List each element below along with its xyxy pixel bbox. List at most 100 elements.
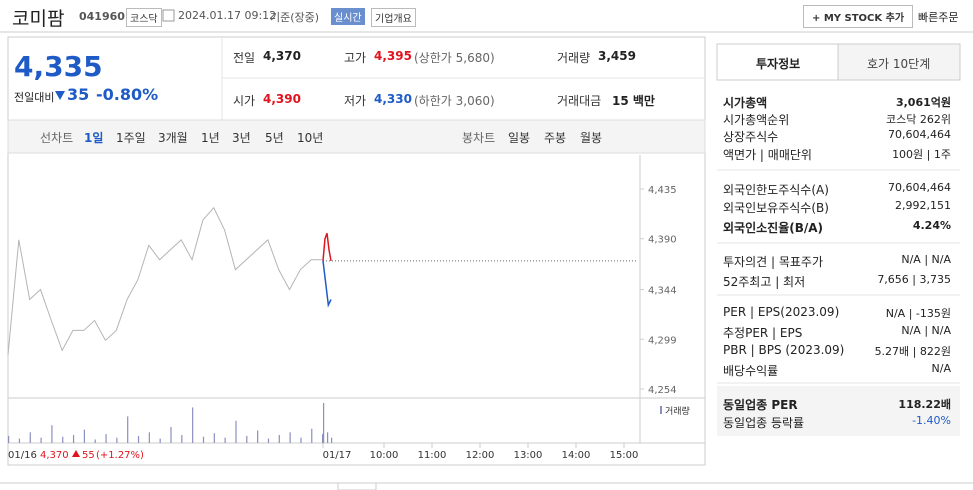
info-row: 배당수익률 N/A bbox=[723, 362, 951, 379]
price-line bbox=[322, 260, 332, 308]
info-value: 코스닥 262위 bbox=[886, 113, 951, 126]
candle-tab[interactable]: 월봉 bbox=[580, 131, 603, 145]
info-label: 배당수익률 bbox=[723, 364, 779, 378]
volume-bar bbox=[267, 438, 270, 443]
info-row: 투자의견 | 목표주가 N/A | N/A bbox=[723, 253, 951, 270]
x-tick-label: 15:00 bbox=[610, 450, 639, 461]
x-tick-label: 01/17 bbox=[323, 450, 352, 461]
up-arrow bbox=[72, 450, 80, 457]
info-row: 시가총액순위 코스닥 262위 bbox=[723, 111, 951, 128]
stat-value: 4,390 bbox=[263, 92, 301, 106]
company-button[interactable]: 기업개요 bbox=[371, 8, 416, 27]
tab-bar bbox=[7, 119, 706, 154]
mystock-button[interactable]: + MY STOCK 추가 bbox=[803, 5, 914, 28]
volume-bar bbox=[278, 435, 280, 443]
tab-label: 봉차트 bbox=[462, 131, 496, 145]
y-tick-label: 4,390 bbox=[648, 235, 677, 246]
candle-tab[interactable]: 주봉 bbox=[544, 131, 567, 145]
volume-bar bbox=[311, 428, 313, 443]
period-tab[interactable]: 5년 bbox=[265, 131, 284, 145]
stat-value: 4,370 bbox=[263, 49, 301, 63]
info-label: 시가총액 bbox=[723, 96, 768, 110]
volume-bar bbox=[257, 430, 259, 443]
volume-bar bbox=[202, 436, 205, 443]
info-label: 투자의견 | 목표주가 bbox=[723, 255, 823, 269]
info-value: N/A bbox=[931, 362, 951, 375]
info-label: 액면가 | 매매단위 bbox=[723, 148, 812, 162]
main-frame bbox=[7, 36, 706, 466]
info-row: 동일업종 PER 118.22배 bbox=[723, 396, 951, 413]
period-tab[interactable]: 3개월 bbox=[158, 131, 188, 145]
stock-code: 041960 bbox=[79, 10, 125, 23]
stat-label: 전일 bbox=[233, 51, 256, 65]
volume-bar bbox=[62, 436, 64, 443]
volume-bar bbox=[224, 437, 226, 443]
market: 코스닥 bbox=[126, 8, 162, 27]
info-row: PBR | BPS (2023.09) 5.27배 | 822원 bbox=[723, 343, 951, 358]
info-value: N/A | N/A bbox=[901, 253, 951, 266]
info-label: 외국인소진율(B/A) bbox=[723, 221, 824, 235]
stat-value: 3,459 bbox=[598, 49, 636, 63]
info-value: 4.24% bbox=[912, 219, 951, 232]
period-tab[interactable]: 1일 bbox=[84, 131, 104, 145]
stat-value: 4,330 bbox=[374, 92, 412, 106]
volume-bar bbox=[116, 437, 118, 443]
volume-bar bbox=[105, 434, 107, 443]
footer-date: 01/16 bbox=[8, 450, 37, 461]
y-tick-label: 4,435 bbox=[648, 185, 677, 196]
y-tick-label: 4,254 bbox=[648, 385, 677, 396]
footer-close: 4,370 bbox=[40, 450, 69, 461]
period-tab[interactable]: 10년 bbox=[297, 131, 324, 145]
price-line bbox=[322, 232, 332, 261]
info-row: 외국인소진율(B/A) 4.24% bbox=[723, 219, 951, 236]
collapse-tab[interactable] bbox=[337, 482, 377, 490]
quick-order[interactable]: 빠른주문 bbox=[918, 11, 959, 24]
x-tick-label: 12:00 bbox=[466, 450, 495, 461]
stat-note: (하한가 3,060) bbox=[414, 94, 495, 108]
current-price: 4,335 bbox=[14, 50, 103, 83]
volume-bar bbox=[323, 403, 325, 443]
stat-value: 15 백만 bbox=[612, 94, 655, 108]
info-label: 추정PER | EPS bbox=[723, 326, 803, 340]
info-label: 상장주식수 bbox=[723, 130, 779, 144]
info-row: 외국인보유주식수(B) 2,992,151 bbox=[723, 199, 951, 216]
info-tab[interactable]: 호가 10단계 bbox=[867, 57, 931, 71]
stat-label: 거래대금 bbox=[557, 94, 602, 108]
basis: 기준(장중) bbox=[270, 11, 320, 24]
info-label: 동일업종 등락률 bbox=[723, 416, 805, 430]
info-tab-bg bbox=[837, 43, 961, 81]
volume-bar bbox=[192, 407, 194, 443]
price-line bbox=[7, 206, 322, 355]
x-tick-label: 14:00 bbox=[562, 450, 591, 461]
realtime-badge: 실시간 bbox=[331, 8, 365, 25]
x-tick-label: 11:00 bbox=[418, 450, 447, 461]
change-label: 전일대비 bbox=[14, 91, 55, 104]
info-row: 추정PER | EPS N/A | N/A bbox=[723, 324, 951, 341]
y-tick-label: 4,299 bbox=[648, 335, 677, 346]
volume-bar bbox=[289, 432, 291, 443]
stat-value: 4,395 bbox=[374, 49, 412, 63]
candle-tab[interactable]: 일봉 bbox=[508, 131, 531, 145]
info-row: 외국인한도주식수(A) 70,604,464 bbox=[723, 181, 951, 198]
volume-bar bbox=[246, 435, 248, 443]
stat-label: 거래량 bbox=[557, 51, 591, 65]
volume-bar bbox=[137, 435, 140, 443]
volume-bar bbox=[18, 438, 21, 443]
period-tab[interactable]: 1주일 bbox=[116, 131, 146, 145]
volume-bar bbox=[170, 427, 172, 443]
info-label: PBR | BPS (2023.09) bbox=[723, 343, 845, 357]
footer-change: 55 bbox=[82, 450, 95, 461]
info-label: 동일업종 PER bbox=[723, 398, 798, 412]
volume-bar bbox=[331, 437, 333, 443]
volume-bar bbox=[159, 438, 161, 443]
volume-bar bbox=[94, 439, 96, 443]
info-value: 70,604,464 bbox=[888, 128, 951, 141]
stat-label: 고가 bbox=[344, 51, 367, 65]
info-tab[interactable]: 투자정보 bbox=[756, 57, 801, 71]
period-tab[interactable]: 1년 bbox=[201, 131, 220, 145]
volume-bar bbox=[51, 425, 53, 443]
y-tick-label: 4,344 bbox=[648, 286, 677, 297]
period-tab[interactable]: 3년 bbox=[232, 131, 251, 145]
info-row: PER | EPS(2023.09) N/A | -135원 bbox=[723, 305, 951, 320]
